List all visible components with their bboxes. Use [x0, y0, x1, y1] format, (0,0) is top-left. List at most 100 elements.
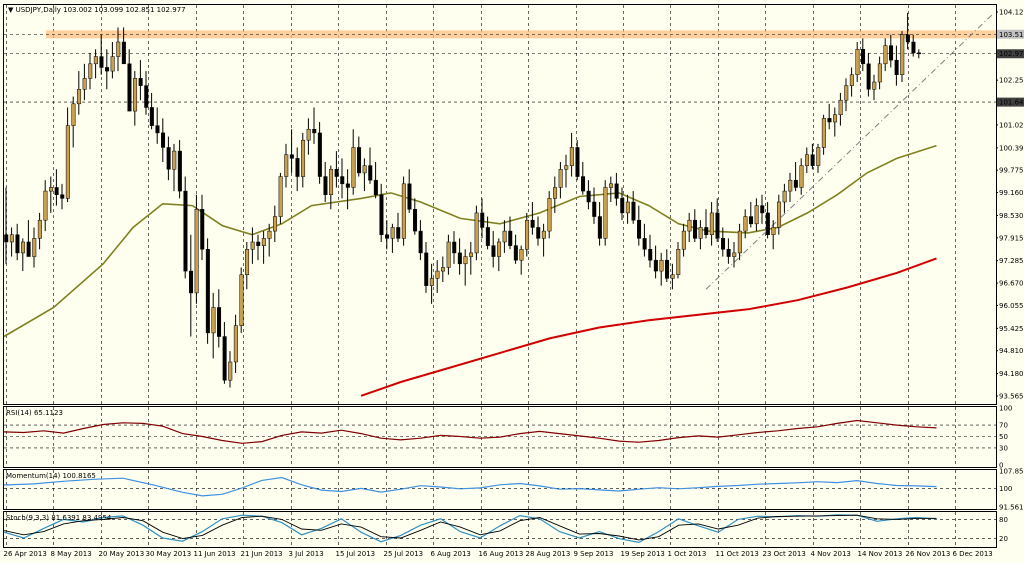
candle-body — [228, 361, 233, 381]
price-axis-label: 104.125 — [999, 9, 1024, 17]
candle-body — [60, 194, 65, 199]
candle-body — [513, 245, 518, 261]
indicator-line — [3, 419, 937, 444]
candle-body — [726, 249, 731, 257]
candle-body — [771, 227, 776, 235]
candle-body — [317, 132, 322, 177]
candle-body — [93, 56, 98, 65]
candle-body — [665, 259, 670, 279]
date-tick-label: 20 May 2013 — [99, 550, 145, 558]
candle-body — [793, 179, 798, 188]
candle-body — [105, 67, 110, 72]
candle-body — [659, 259, 664, 272]
candle-body — [334, 169, 339, 177]
candle-body — [49, 187, 54, 192]
candle-body — [205, 249, 210, 334]
candle-body — [110, 56, 115, 72]
candle-body — [642, 238, 647, 250]
rsi-pane-frame — [3, 406, 997, 468]
candle-body — [866, 63, 871, 90]
indicator-axis-label: 0 — [999, 462, 1003, 470]
candle-body — [648, 249, 653, 261]
candle-body — [390, 227, 395, 239]
candle-body — [485, 227, 490, 246]
candle-body — [838, 99, 843, 115]
candle-body — [698, 227, 703, 239]
candle-body — [586, 190, 591, 203]
indicator-axis-label: 100 — [999, 405, 1012, 413]
trendline — [705, 12, 995, 290]
ma50-line — [3, 144, 937, 338]
candle-body — [351, 147, 356, 188]
candle-body — [687, 219, 692, 232]
indicator-axis-label: 100 — [999, 485, 1012, 493]
candle-body — [502, 230, 507, 243]
candle-body — [788, 179, 793, 192]
candle-body — [620, 198, 625, 214]
candle-body — [911, 41, 916, 54]
date-tick-label: 6 Dec 2013 — [953, 550, 993, 558]
price-label-box — [997, 29, 1024, 39]
date-tick-label: 11 Jun 2013 — [194, 550, 236, 558]
candle-body — [547, 198, 552, 232]
candle-body — [144, 85, 149, 108]
indicator-axis-label: 30 — [999, 444, 1008, 452]
candle-body — [519, 249, 524, 261]
candle-body — [569, 147, 574, 166]
candle-body — [429, 278, 434, 286]
candle-body — [536, 227, 541, 239]
candle-body — [541, 230, 546, 239]
candle-body — [861, 49, 866, 65]
date-tick-label: 1 Oct 2013 — [668, 550, 707, 558]
candle-body — [631, 201, 636, 221]
price-axis-label: 101.647 — [999, 99, 1024, 107]
price-axis-label: 102.977 — [999, 50, 1024, 58]
candle-body — [301, 139, 306, 177]
date-tick-label: 23 Oct 2013 — [763, 550, 806, 558]
date-tick-label: 14 Nov 2013 — [858, 550, 903, 558]
candle-body — [71, 103, 76, 126]
candle-body — [676, 249, 681, 275]
candle-body — [37, 219, 42, 239]
candle-body — [765, 212, 770, 235]
candle-body — [312, 129, 317, 134]
candle-body — [816, 147, 821, 166]
price-axis-label: 98.530 — [999, 212, 1024, 220]
price-axis-label: 95.425 — [999, 325, 1024, 333]
candle-body — [452, 241, 457, 254]
indicator-axis-label: 20 — [999, 535, 1008, 543]
momentum-pane-frame — [3, 469, 997, 510]
candle-body — [553, 187, 558, 199]
candle-body — [625, 201, 630, 214]
candle-body — [597, 216, 602, 239]
candle-body — [273, 216, 278, 232]
price-label-box — [997, 49, 1024, 59]
candle-body — [805, 154, 810, 166]
candle-body — [373, 179, 378, 195]
candle-body — [43, 190, 48, 221]
indicator-title: Stoch(9,3,3) 81.6391 83.4954 — [6, 514, 112, 522]
indicator-title: RSI(14) 65.1123 — [6, 409, 63, 417]
candle-body — [306, 129, 311, 141]
candle-body — [917, 52, 922, 55]
candle-body — [721, 238, 726, 250]
date-tick-label: 8 May 2013 — [51, 550, 92, 558]
candle-body — [239, 274, 244, 326]
candle-body — [267, 230, 272, 239]
candle-body — [211, 307, 216, 334]
price-axis-label: 97.915 — [999, 234, 1024, 242]
chart-title: ▼ USDJPY,Daily 103.002 103.099 102.851 1… — [8, 6, 186, 14]
candle-body — [166, 147, 171, 170]
candle-body — [530, 219, 535, 228]
candle-body — [245, 249, 250, 275]
candle-body — [441, 267, 446, 272]
date-tick-label: 26 Apr 2013 — [4, 550, 47, 558]
candle-body — [26, 241, 31, 257]
price-axis-label: 93.565 — [999, 393, 1024, 401]
candle-body — [21, 241, 26, 254]
price-axis-label: 100.390 — [999, 144, 1024, 152]
candle-body — [4, 234, 9, 243]
date-tick-label: 21 Jun 2013 — [241, 550, 283, 558]
